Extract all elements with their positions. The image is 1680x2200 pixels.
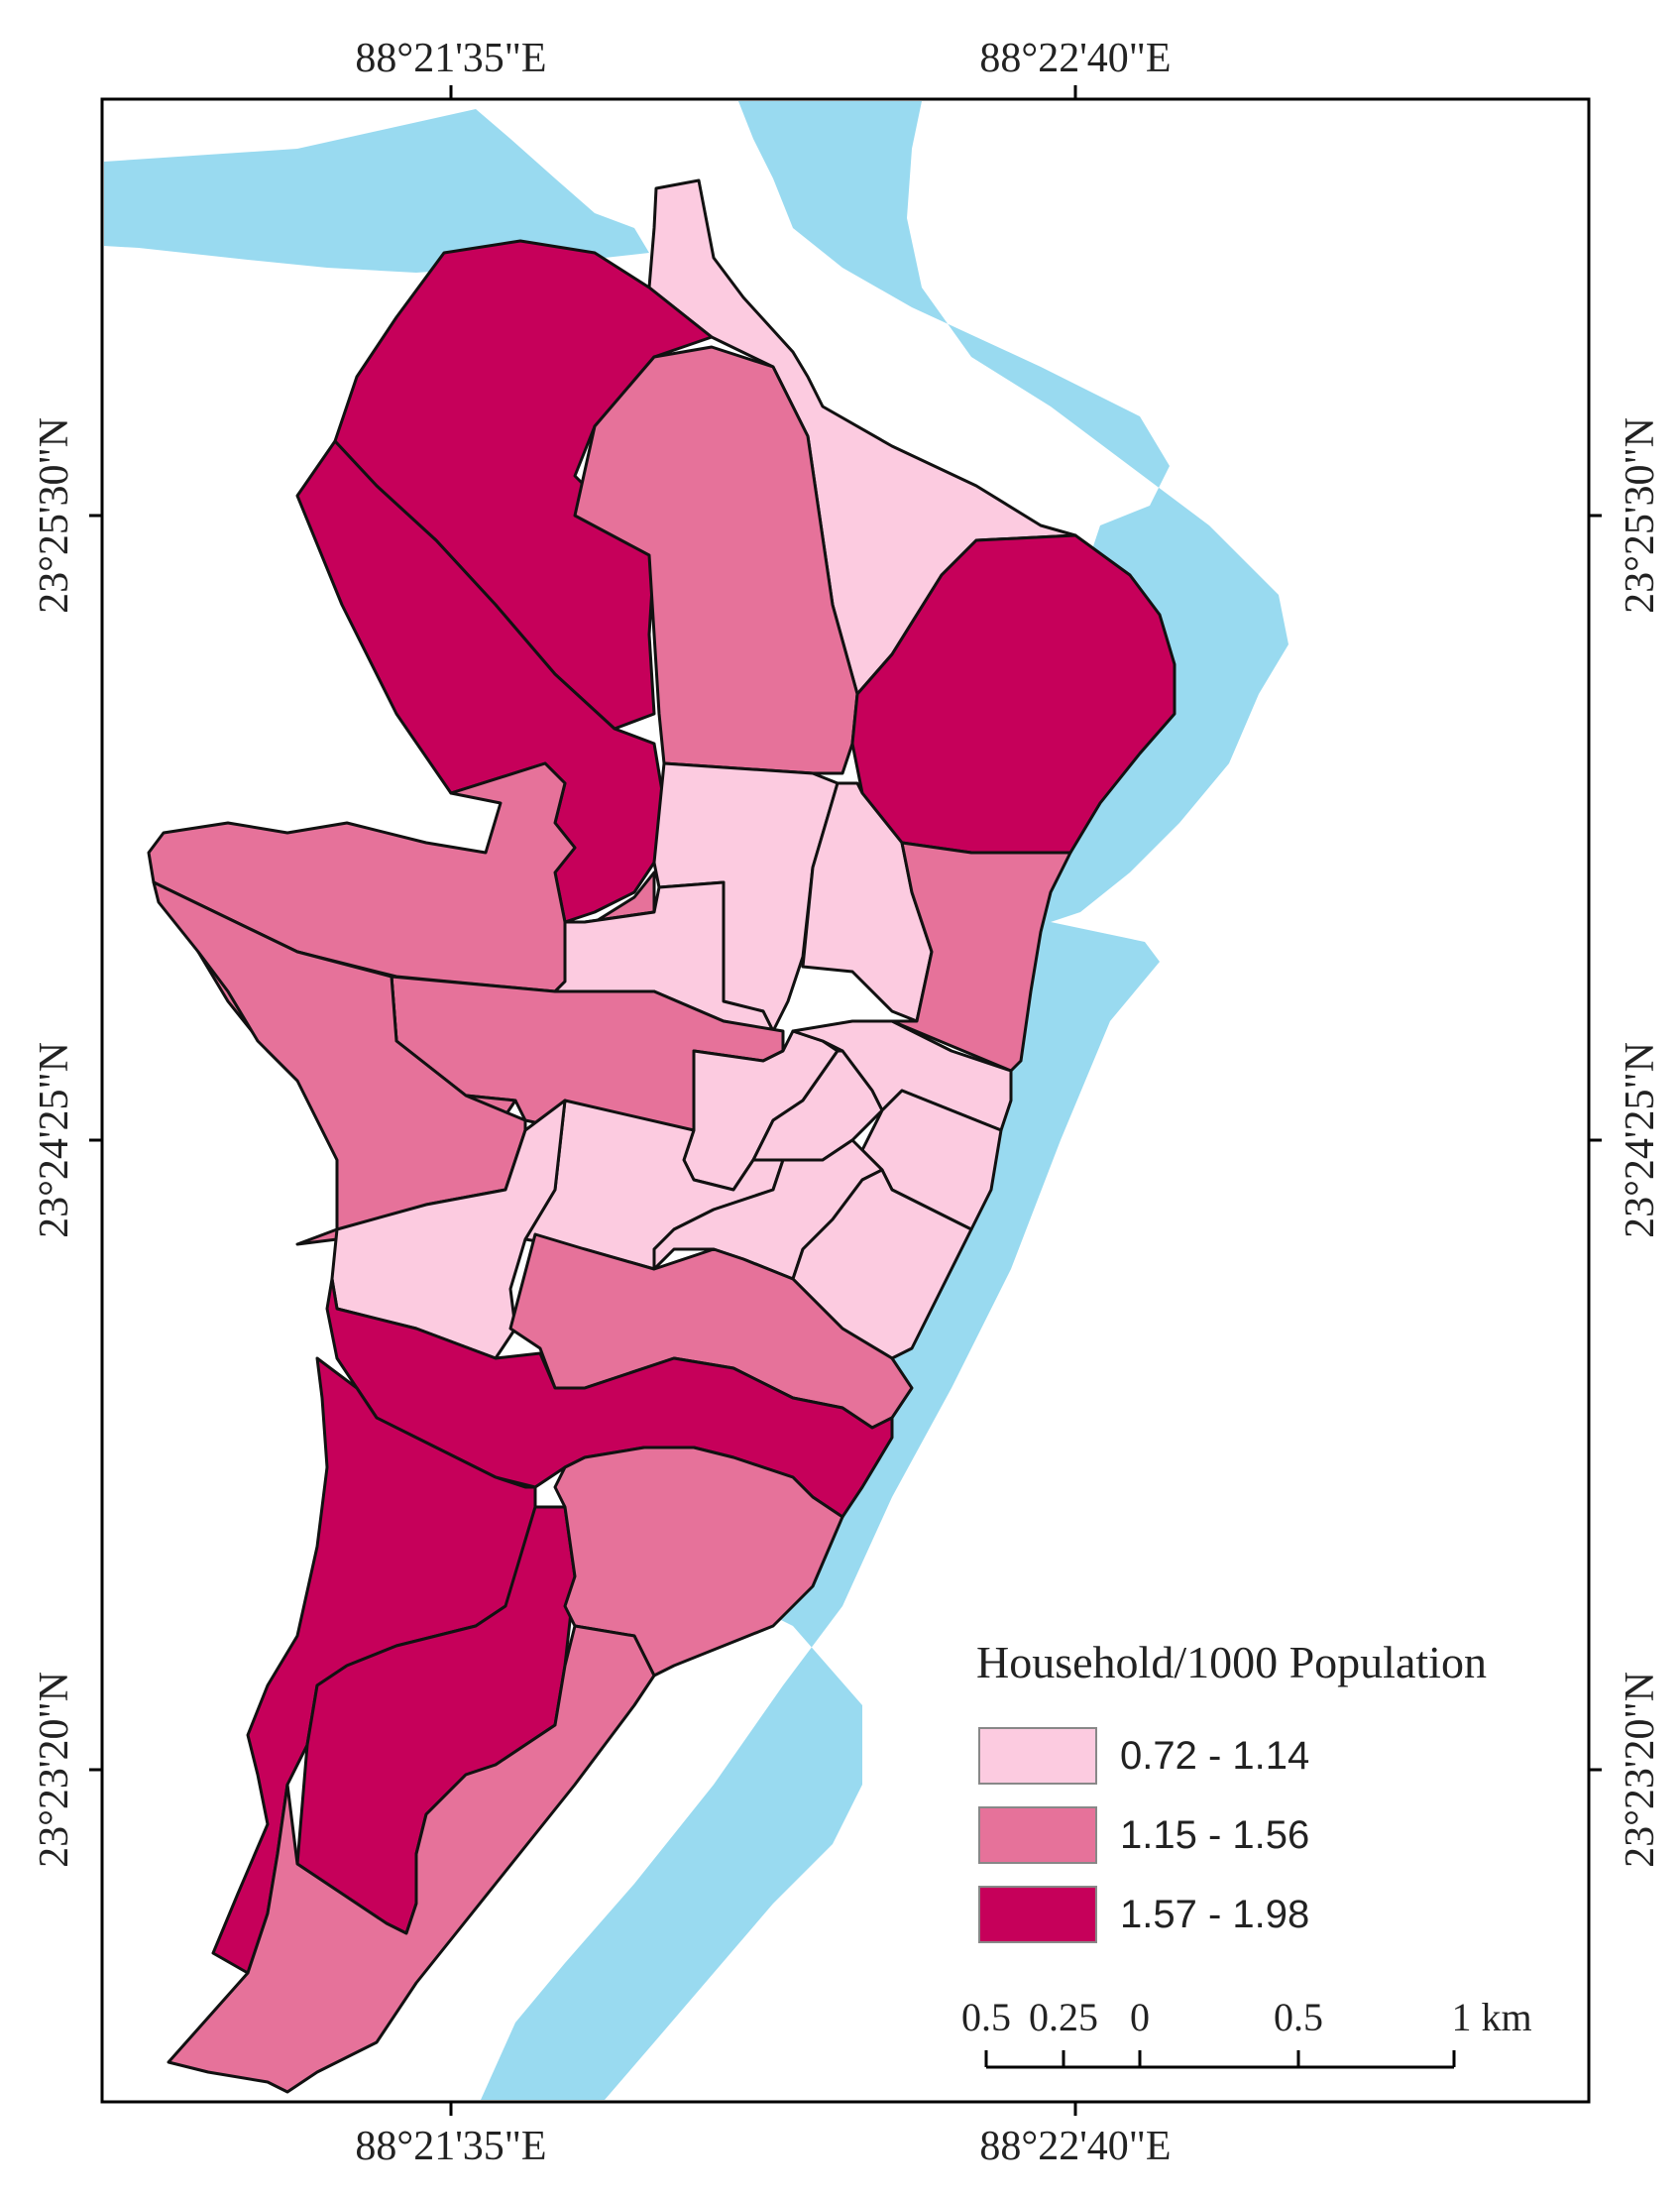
coord-right-3: 23°23'20"N: [1618, 1672, 1663, 1868]
legend-label-mid: 1.15 - 1.56: [1120, 1813, 1309, 1857]
legend-swatch-high: [978, 1886, 1097, 1943]
coord-top-2: 88°22'40"E: [979, 36, 1171, 81]
legend-title: Household/1000 Population: [976, 1637, 1487, 1687]
legend-swatch-mid: [978, 1806, 1097, 1864]
ward-west-medium-b: [152, 880, 527, 1241]
ward-south-east-medium: [553, 1446, 844, 1678]
ward-east-medium: [890, 841, 1072, 1073]
ward-southeast-light: [791, 1168, 973, 1360]
scale-label-0: 0.5: [961, 1995, 1011, 2039]
coord-top-1: 88°21'35"E: [355, 36, 546, 81]
ward-far-south: [167, 1624, 656, 2094]
ward-west-dark: [295, 439, 666, 924]
coord-bottom-2: 88°22'40"E: [979, 2124, 1171, 2169]
frame-ticks: [89, 85, 1602, 2116]
scale-label-2: 0: [1130, 1995, 1150, 2039]
coord-left-1: 23°25'30"N: [32, 417, 77, 614]
scale-label-1: 0.25: [1029, 1995, 1098, 2039]
coord-right-2: 23°24'25"N: [1618, 1042, 1663, 1238]
scale-label-4: 1 km: [1451, 1995, 1531, 2039]
coord-bottom-1: 88°21'35"E: [355, 2124, 546, 2169]
scale-label-3: 0.5: [1274, 1995, 1323, 2039]
river-north-channel: [104, 109, 649, 273]
legend-label-low: 0.72 - 1.14: [1120, 1734, 1309, 1778]
ward-polygons: [147, 178, 1176, 2094]
coord-right-1: 23°25'30"N: [1618, 417, 1663, 614]
legend-label-high: 1.57 - 1.98: [1120, 1893, 1309, 1936]
legend-swatch-low: [978, 1727, 1097, 1785]
coord-left-3: 23°23'20"N: [32, 1672, 77, 1868]
legend: Household/1000 Population 0.72 - 1.14 1.…: [976, 1637, 1487, 1943]
coord-left-2: 23°24'25"N: [32, 1042, 77, 1238]
scale-bar: 0.5 0.25 0 0.5 1 km: [961, 1995, 1532, 2069]
